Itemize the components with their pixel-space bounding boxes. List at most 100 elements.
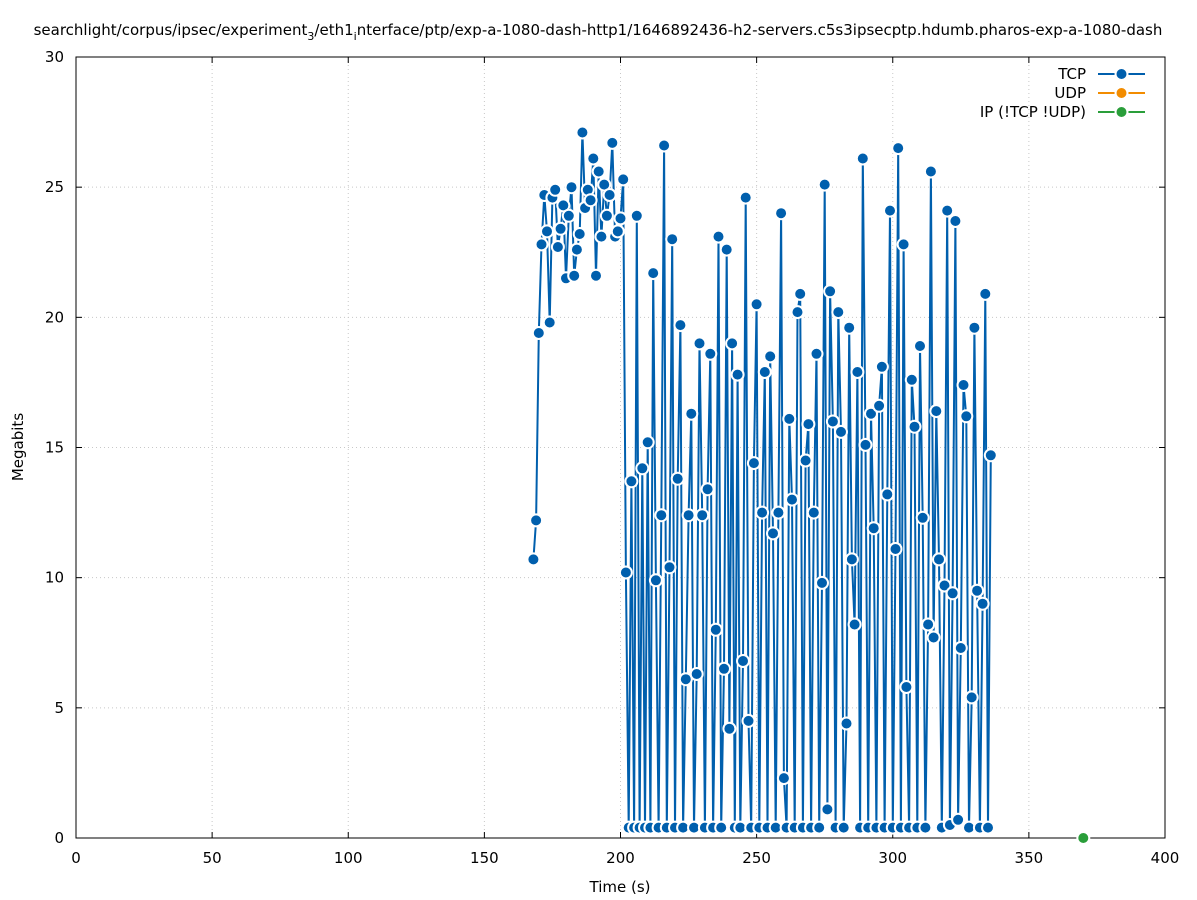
data-point — [825, 414, 840, 429]
y-tick-label: 0 — [54, 829, 64, 847]
data-point — [766, 526, 780, 541]
data-point — [782, 411, 797, 426]
x-tick-label: 200 — [606, 849, 635, 867]
data-point — [850, 365, 865, 379]
data-point — [738, 190, 753, 205]
data-point — [616, 172, 631, 187]
data-point — [771, 505, 786, 520]
data-point — [717, 661, 731, 676]
data-point — [793, 286, 808, 301]
data-point — [673, 318, 688, 333]
y-tick-label: 10 — [45, 569, 64, 587]
data-point — [774, 206, 789, 221]
data-point — [665, 232, 680, 247]
x-tick-label: 350 — [1015, 849, 1044, 867]
data-point — [817, 177, 832, 192]
data-point — [926, 630, 941, 645]
data-point — [692, 336, 707, 351]
data-point — [918, 820, 933, 835]
data-point — [741, 713, 756, 728]
data-point — [746, 456, 761, 471]
data-point — [572, 227, 587, 241]
data-point — [605, 135, 620, 150]
x-tick-label: 0 — [71, 849, 81, 867]
data-point — [883, 203, 897, 218]
grid — [76, 57, 1165, 838]
data-point — [689, 667, 704, 681]
data-point — [613, 211, 628, 226]
data-point — [932, 552, 946, 567]
data-point — [646, 266, 661, 281]
data-point — [937, 578, 952, 593]
data-point — [951, 812, 966, 827]
data-point — [842, 320, 857, 335]
x-tick-label: 250 — [742, 849, 771, 867]
data-point — [564, 180, 579, 195]
data-point — [561, 208, 576, 223]
data-point — [776, 771, 791, 786]
data-point — [599, 208, 614, 223]
data-point — [542, 315, 557, 330]
legend-marker — [1114, 105, 1129, 119]
data-point — [844, 552, 859, 567]
data-point — [1076, 831, 1091, 845]
x-axis-label: Time (s) — [589, 878, 651, 896]
data-point — [594, 229, 609, 244]
data-point — [896, 237, 911, 252]
data-point — [891, 141, 906, 156]
data-point — [730, 367, 745, 382]
data-point — [635, 461, 650, 476]
data-point — [553, 221, 568, 236]
x-tick-label: 150 — [470, 849, 499, 867]
data-point — [953, 641, 968, 655]
data-point — [820, 802, 835, 817]
axis-ticks: 0 50 100 150 200 250 300 350 400 0 5 10 15 20 25 30 — [45, 48, 1179, 867]
data-point — [550, 240, 565, 254]
data-point — [915, 510, 930, 525]
data-point — [806, 505, 821, 520]
data-point — [711, 229, 726, 244]
data-point — [567, 268, 582, 283]
data-point — [648, 573, 663, 588]
data-point — [956, 378, 971, 392]
data-point — [684, 406, 699, 421]
data-point — [714, 820, 729, 835]
legend-marker — [1114, 67, 1129, 81]
data-point — [736, 654, 750, 668]
data-point — [948, 214, 963, 228]
legend-marker — [1114, 86, 1129, 100]
data-point — [864, 406, 878, 421]
data-point — [812, 820, 827, 835]
data-point — [785, 492, 799, 507]
data-point — [722, 721, 737, 736]
data-point — [526, 552, 541, 567]
legend-label: TCP — [1057, 65, 1086, 83]
data-point — [809, 346, 824, 361]
data-point — [719, 242, 734, 257]
data-point — [583, 193, 598, 208]
data-point — [670, 471, 685, 486]
data-point — [801, 417, 816, 432]
y-tick-label: 20 — [45, 308, 64, 326]
data-point — [836, 820, 851, 835]
y-tick-label: 15 — [45, 439, 64, 457]
data-point — [798, 453, 813, 468]
data-point — [847, 617, 862, 632]
data-point — [866, 521, 881, 536]
data-point — [831, 305, 846, 320]
data-point — [610, 224, 625, 239]
y-tick-label: 5 — [54, 699, 64, 717]
data-point — [959, 409, 974, 424]
data-point — [755, 505, 770, 520]
data-point — [589, 268, 603, 283]
legend-label: UDP — [1054, 84, 1086, 102]
data-point — [880, 487, 895, 502]
data-point — [708, 622, 723, 637]
data-point — [970, 583, 985, 598]
data-point — [624, 474, 639, 489]
data-point — [940, 203, 955, 218]
data-point — [703, 346, 718, 361]
data-point — [983, 448, 998, 463]
data-point — [556, 198, 571, 213]
data-point — [529, 513, 544, 528]
